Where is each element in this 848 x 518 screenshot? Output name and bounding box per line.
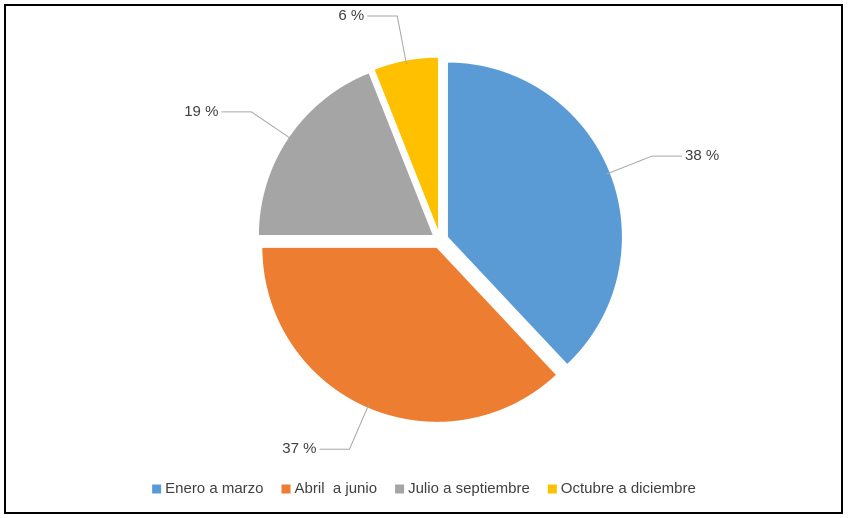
legend-swatch [281, 484, 291, 494]
leader-line [221, 111, 293, 140]
data-label: 37 % [282, 440, 316, 457]
legend-label: Abril a junio [295, 480, 378, 497]
leader-line [606, 155, 682, 175]
leader-line [319, 404, 370, 450]
data-label: 38 % [685, 147, 719, 164]
legend-swatch [395, 484, 405, 494]
data-label: 19 % [184, 103, 218, 120]
legend-label: Enero a marzo [165, 480, 263, 497]
legend-label: Julio a septiembre [408, 480, 530, 497]
legend-swatch [547, 484, 557, 494]
legend-label: Octubre a diciembre [561, 480, 696, 497]
leader-line [367, 15, 407, 65]
legend-swatch [152, 484, 162, 494]
data-label: 6 % [338, 7, 364, 24]
